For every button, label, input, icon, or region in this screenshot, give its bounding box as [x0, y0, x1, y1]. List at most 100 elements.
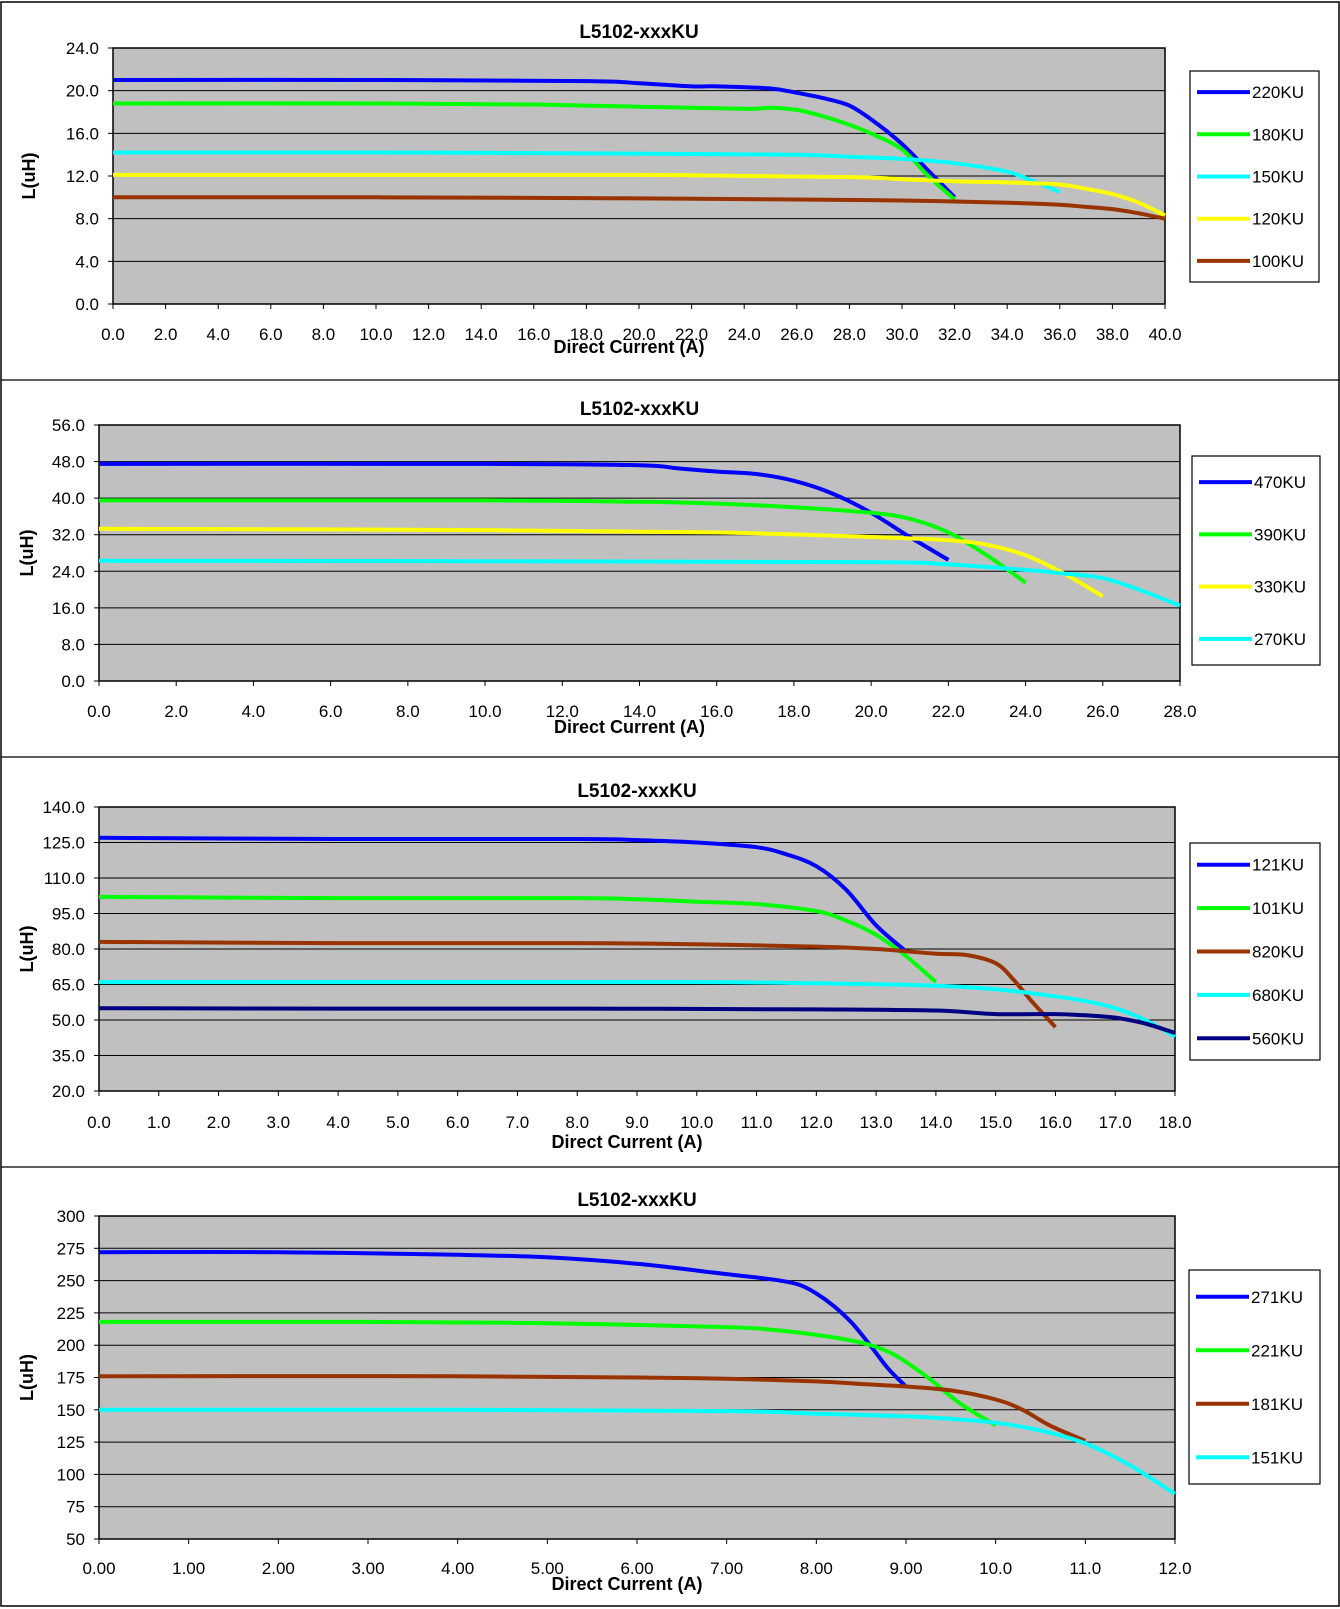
series-line-270KU — [98, 558, 1181, 608]
x-tick-label: 6.0 — [259, 325, 283, 344]
y-tick-label: 50.0 — [52, 1011, 85, 1030]
y-tick-label: 95.0 — [52, 905, 85, 924]
x-tick-label: 40.0 — [1148, 325, 1181, 344]
x-tick-label: 38.0 — [1096, 325, 1129, 344]
legend-box — [1188, 1269, 1321, 1485]
legend-label: 680KU — [1252, 986, 1304, 1005]
x-tick-label: 12.0 — [546, 702, 579, 721]
y-tick-label: 20.0 — [52, 1082, 85, 1101]
series-line-100KU — [112, 195, 1166, 221]
legend-label: 270KU — [1254, 630, 1306, 649]
y-tick-label: 32.0 — [52, 526, 85, 545]
x-axis-label: Direct Current (A) — [551, 1132, 702, 1152]
x-tick-label: 11.0 — [1069, 1559, 1101, 1578]
x-tick-label: 12.0 — [1158, 1559, 1191, 1578]
legend-label: 151KU — [1251, 1448, 1303, 1467]
series-line-150KU — [112, 150, 1061, 194]
y-tick-label: 35.0 — [52, 1047, 85, 1066]
x-tick-label: 0.00 — [82, 1559, 115, 1578]
y-tick-label: 0.0 — [75, 295, 99, 314]
x-tick-label: 2.00 — [262, 1559, 295, 1578]
legend-label: 120KU — [1252, 210, 1304, 229]
legend-label: 221KU — [1251, 1341, 1303, 1360]
legend: 470KU 390KU 330KU 270KU — [1191, 455, 1321, 666]
x-tick-label: 11.0 — [741, 1113, 773, 1132]
y-tick-label: 24.0 — [52, 562, 85, 581]
series-line-151KU — [98, 1407, 1177, 1496]
y-tick-label: 8.0 — [61, 635, 85, 654]
y-tick-label: 200 — [57, 1336, 85, 1355]
y-tick-label: 110.0 — [44, 869, 85, 888]
x-tick-label: 5.0 — [386, 1113, 410, 1132]
legend-label: 271KU — [1251, 1288, 1303, 1307]
legend-label: 820KU — [1252, 943, 1304, 962]
y-tick-label: 175 — [57, 1369, 85, 1388]
chart-title: L5102-xxxKU — [577, 1190, 696, 1211]
legend-label: 100KU — [1252, 252, 1304, 271]
chart-2: L5102-xxxKU 0.0 8.0 16.0 24.0 32.0 40.0 48.0 56.… — [1, 379, 1339, 737]
series-line-560KU — [98, 1006, 1176, 1035]
legend-label: 150KU — [1252, 168, 1304, 187]
chart-4: L5102-xxxKU 50 75 100 125 150 175 200 225 250 275 3… — [1, 1166, 1339, 1594]
x-axis-label: Direct Current (A) — [553, 337, 704, 357]
x-tick-label: 26.0 — [780, 325, 813, 344]
y-tick-label: 16.0 — [66, 124, 99, 143]
x-tick-label: 8.0 — [312, 325, 336, 344]
y-tick-label: 75 — [66, 1498, 85, 1517]
x-tick-label: 24.0 — [728, 325, 761, 344]
x-tick-label: 2.0 — [154, 325, 178, 344]
x-tick-label: 22.0 — [932, 702, 965, 721]
x-tick-label: 30.0 — [885, 325, 918, 344]
x-tick-label: 16.0 — [1039, 1113, 1072, 1132]
legend-label: 101KU — [1252, 899, 1304, 918]
x-tick-label: 1.00 — [172, 1559, 205, 1578]
plot-area — [98, 424, 1181, 682]
series-line-390KU — [98, 498, 1027, 585]
x-tick-label: 4.00 — [441, 1559, 474, 1578]
x-tick-label: 4.0 — [242, 702, 266, 721]
x-tick-label: 34.0 — [991, 325, 1024, 344]
legend-label: 470KU — [1254, 473, 1306, 492]
x-tick-label: 10.0 — [469, 702, 502, 721]
x-tick-label: 20.0 — [855, 702, 888, 721]
y-tick-label: 16.0 — [52, 599, 85, 618]
x-tick-label: 28.0 — [1163, 702, 1196, 721]
chart-3: L5102-xxxKU 20.0 35.0 50.0 65.0 80.0 95.0 110.0… — [1, 756, 1339, 1152]
legend-label: 220KU — [1252, 83, 1304, 102]
legend: 121KU 101KU 820KU 680KU 560KU — [1189, 842, 1321, 1061]
y-axis-label: L(uH) — [17, 530, 37, 577]
x-tick-label: 12.0 — [800, 1113, 833, 1132]
legend-label: 181KU — [1251, 1395, 1303, 1414]
x-tick-label: 6.00 — [620, 1559, 653, 1578]
x-tick-label: 8.00 — [800, 1559, 833, 1578]
y-tick-label: 20.0 — [66, 82, 99, 101]
series-line-220KU — [112, 77, 957, 199]
chart-1: L5102-xxxKU 0.0 4.0 8.0 12.0 16.0 20.0 24.0 0.0 2… — [19, 22, 1320, 357]
y-axis-label: L(uH) — [17, 926, 37, 973]
x-tick-label: 9.00 — [889, 1559, 922, 1578]
y-tick-label: 12.0 — [66, 167, 99, 186]
y-tick-label: 125 — [57, 1433, 85, 1452]
chart-title: L5102-xxxKU — [580, 399, 699, 420]
x-tick-label: 18.0 — [777, 702, 810, 721]
y-tick-label: 275 — [57, 1239, 85, 1258]
legend-label: 330KU — [1254, 578, 1306, 597]
x-axis-label: Direct Current (A) — [551, 1574, 702, 1594]
y-axis-label: L(uH) — [17, 1354, 37, 1401]
y-tick-label: 48.0 — [52, 453, 85, 472]
legend: 271KU 221KU 181KU 151KU — [1188, 1269, 1321, 1485]
y-tick-label: 300 — [57, 1207, 85, 1226]
x-tick-label: 17.0 — [1099, 1113, 1132, 1132]
x-tick-label: 4.0 — [326, 1113, 350, 1132]
x-tick-label: 8.0 — [396, 702, 420, 721]
x-tick-label: 28.0 — [833, 325, 866, 344]
x-tick-label: 13.0 — [860, 1113, 893, 1132]
y-tick-label: 80.0 — [52, 940, 85, 959]
x-tick-label: 7.00 — [710, 1559, 743, 1578]
y-tick-label: 4.0 — [75, 252, 99, 271]
x-tick-label: 32.0 — [938, 325, 971, 344]
x-tick-label: 0.0 — [101, 325, 125, 344]
x-tick-label: 14.0 — [919, 1113, 952, 1132]
